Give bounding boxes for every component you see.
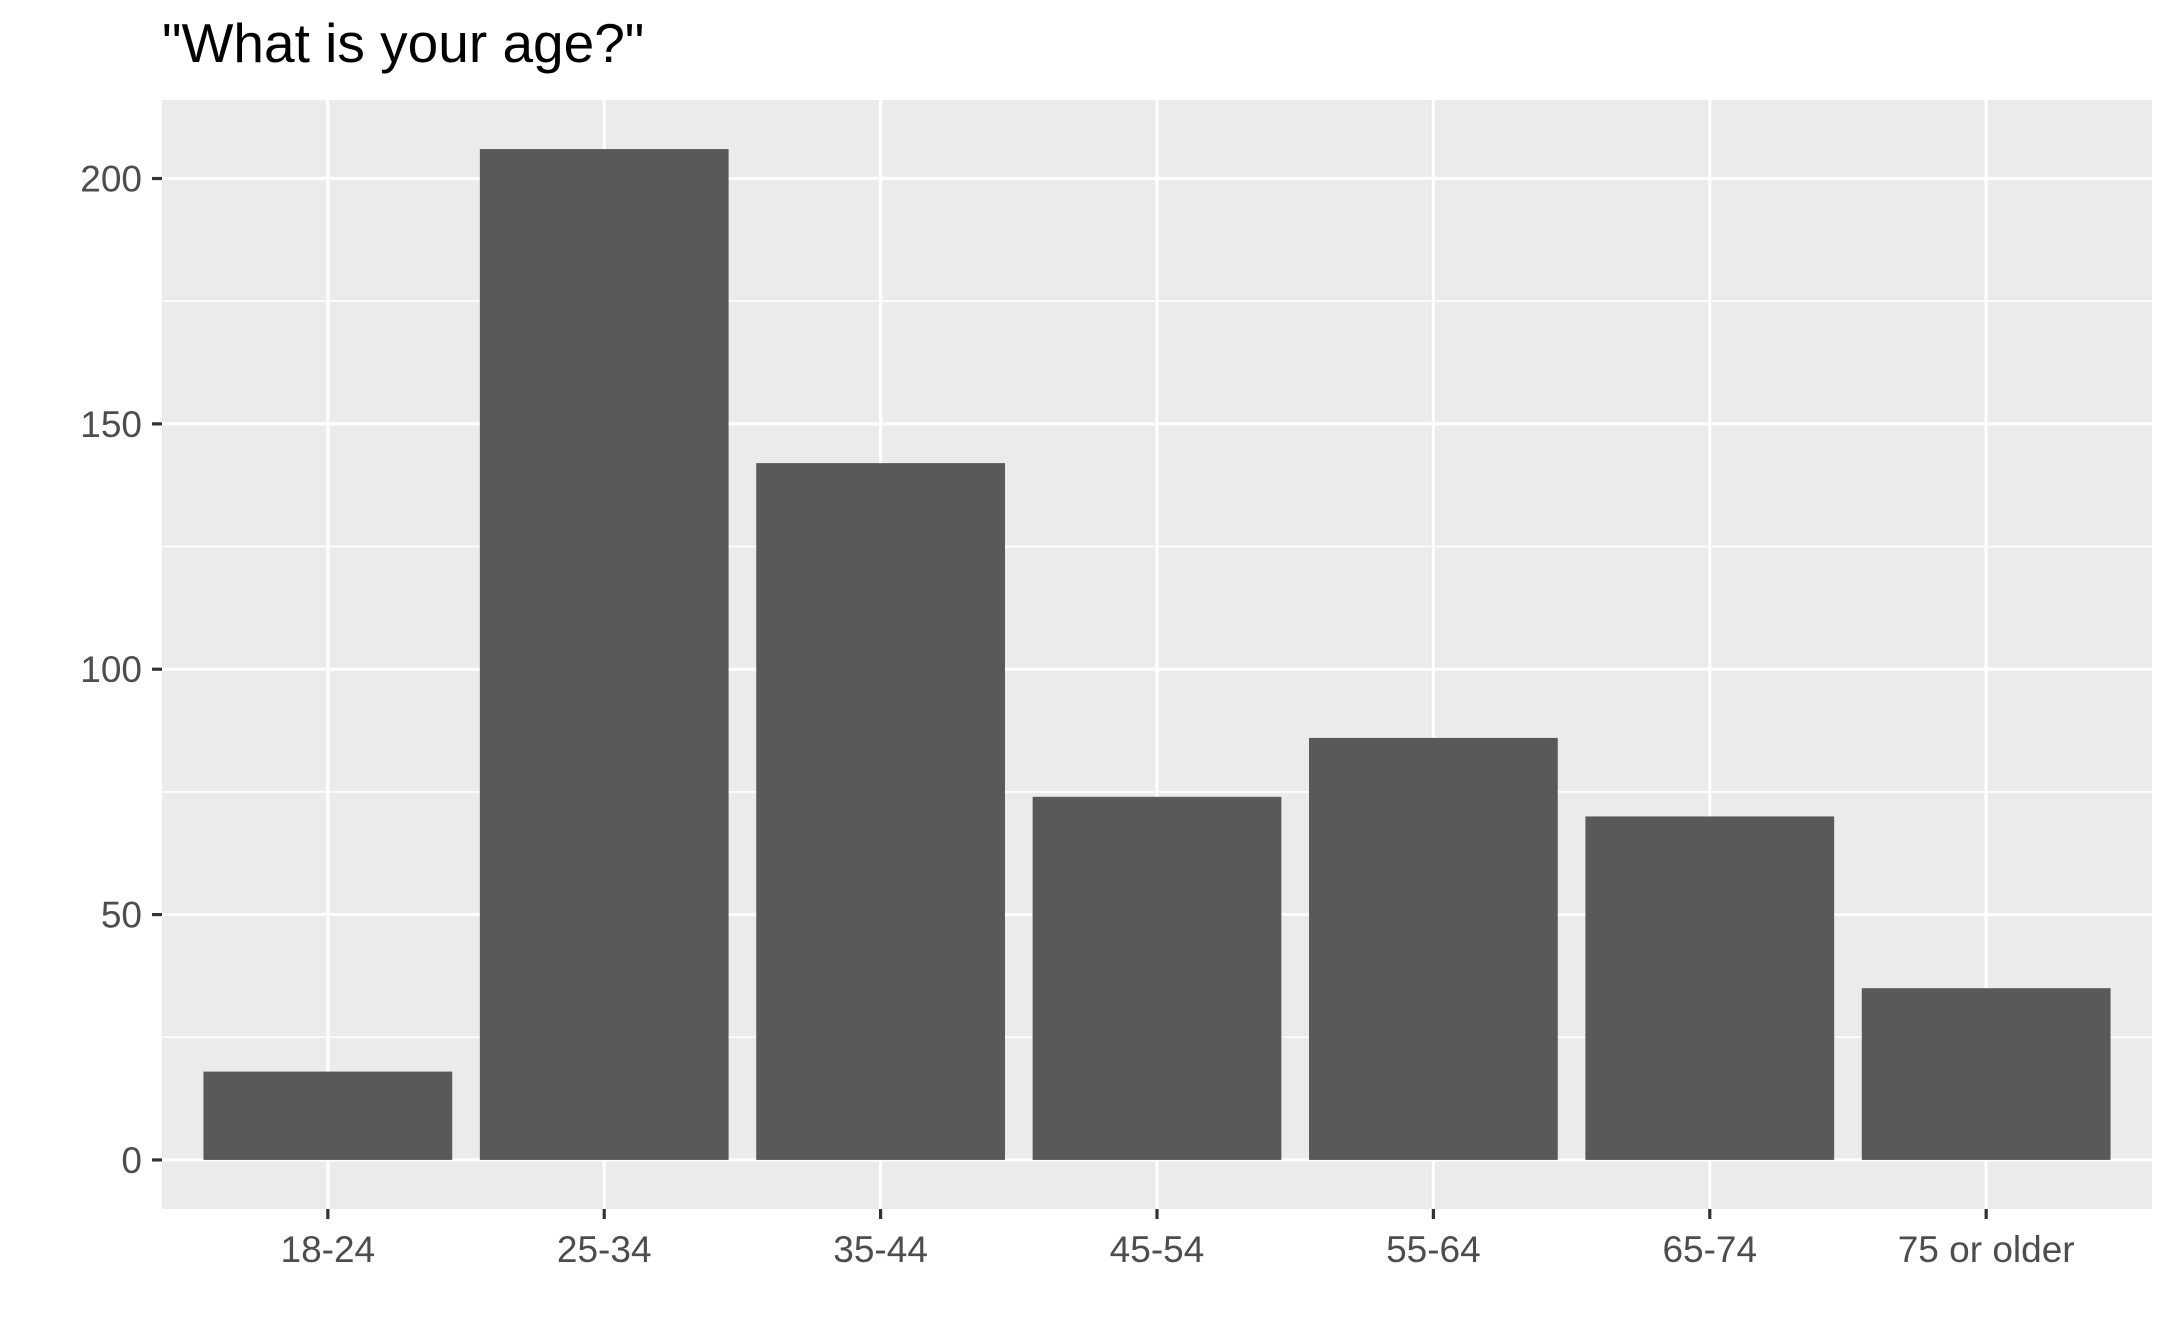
y-axis: 0 50 100 150 200 [80,159,162,1181]
y-tick-label: 200 [80,159,142,200]
x-tick-label: 55-64 [1386,1229,1481,1270]
x-axis: 18-24 25-34 35-44 45-54 55-64 65-74 75 or olde… [281,1209,2075,1270]
bar-18-24 [203,1071,453,1160]
y-tick-label: 50 [101,895,142,936]
bar-55-64 [1309,737,1558,1160]
x-tick-label: 75 or older [1898,1229,2075,1270]
x-tick-label: 65-74 [1662,1229,1757,1270]
y-tick-label: 0 [121,1140,142,1181]
y-tick-label: 150 [80,404,142,445]
bar-65-74 [1585,816,1835,1160]
x-tick-label: 25-34 [557,1229,652,1270]
bar-45-54 [1032,796,1282,1160]
chart-title: "What is your age?" [162,12,644,74]
x-tick-label: 18-24 [281,1229,376,1270]
x-tick-label: 35-44 [833,1229,928,1270]
bars [203,149,2111,1160]
x-tick-label: 45-54 [1110,1229,1205,1270]
y-tick-label: 100 [80,649,142,690]
bar-35-44 [756,463,1005,1160]
bar-75-or-older [1861,988,2111,1160]
bar-25-34 [479,149,729,1160]
